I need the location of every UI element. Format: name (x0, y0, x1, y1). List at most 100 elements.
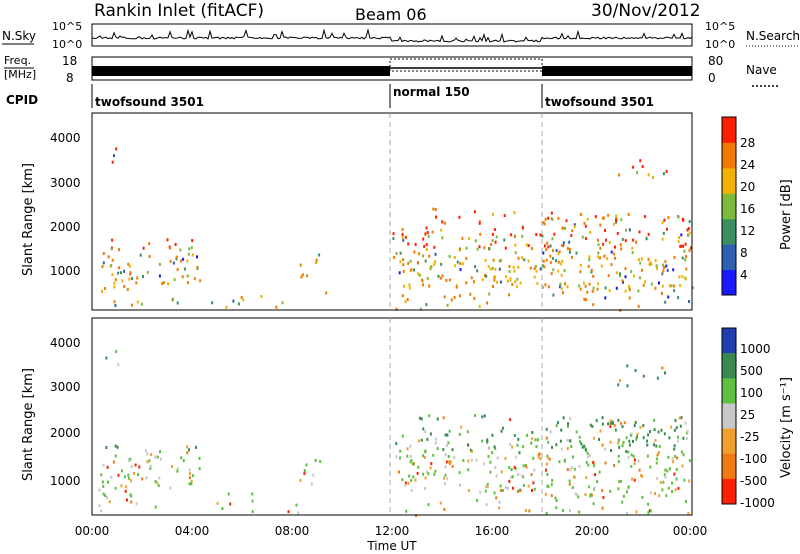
power-cbar-tick-4: 4 (740, 268, 748, 282)
rti-cell (655, 264, 658, 268)
rti-cell (127, 262, 130, 266)
rti-cell (418, 252, 421, 256)
rti-cell (663, 432, 666, 436)
rti-cell (494, 240, 497, 244)
rti-cell (632, 165, 635, 169)
rti-cell (613, 423, 616, 427)
rti-cell (642, 424, 645, 428)
rti-cell (621, 237, 624, 241)
rti-cell (408, 283, 411, 287)
rti-cell (393, 256, 396, 259)
rti-cell (573, 225, 576, 229)
rti-cell (632, 238, 635, 242)
rti-cell (435, 215, 437, 219)
rti-cell (415, 514, 418, 518)
rti-cell (312, 473, 315, 477)
rti-cell (493, 491, 496, 495)
rti-cell (684, 258, 687, 262)
rti-cell (459, 268, 462, 271)
rti-cell (471, 449, 473, 453)
rti-cell (581, 235, 584, 239)
rti-cell (102, 252, 105, 255)
rti-cell (684, 421, 687, 425)
rti-cell (513, 235, 516, 239)
rti-cell (432, 207, 435, 211)
rti-cell (630, 432, 633, 436)
rti-cell (545, 511, 548, 515)
rti-cell (545, 248, 548, 252)
rti-cell (604, 447, 607, 451)
rti-cell (461, 262, 464, 266)
rti-cell (513, 433, 516, 437)
rti-cell (520, 474, 523, 478)
rti-cell (560, 447, 563, 451)
rti-cell (638, 468, 641, 472)
rti-cell (126, 498, 128, 502)
rti-cell (615, 217, 618, 221)
rti-cell (559, 282, 562, 286)
power-colorbar: 4 8 12 16 20 24 28 Power [dB] (721, 116, 794, 296)
rti-cell (567, 422, 569, 426)
rti-cell (598, 437, 600, 441)
xlabel: Time UT (366, 539, 417, 553)
rti-cell (432, 453, 435, 457)
rti-cell (467, 459, 470, 463)
noise-tick-lo-left: 10^0 (52, 38, 82, 51)
rti-cell (251, 510, 254, 514)
rti-cell (511, 282, 514, 286)
rti-cell (612, 421, 614, 425)
velocity-ylabel: Slant Range [km] (21, 368, 36, 481)
rti-cell (395, 307, 398, 311)
rti-cell (444, 453, 447, 457)
rti-cell (315, 258, 318, 262)
rti-cell (422, 427, 425, 431)
rti-cell (688, 249, 691, 253)
rti-cell (547, 285, 550, 289)
rti-cell (498, 500, 501, 504)
rti-cell (113, 154, 115, 158)
rti-cell (527, 484, 530, 488)
rti-cell (641, 495, 644, 499)
rti-cell (617, 441, 620, 445)
rti-cell (652, 176, 654, 179)
rti-cell (514, 280, 517, 284)
rti-cell (486, 438, 489, 442)
rti-cell (188, 482, 191, 486)
rti-cell (668, 467, 671, 471)
rti-cell (681, 464, 684, 468)
rti-cell (590, 493, 593, 497)
rti-cell (484, 274, 486, 277)
rti-cell (628, 288, 631, 292)
rti-cell (281, 301, 284, 305)
rti-cell (610, 449, 613, 452)
rti-cell (229, 502, 232, 506)
rti-cell (126, 288, 129, 291)
velocity-cbar-tick-500: 500 (740, 364, 763, 378)
rti-cell (417, 272, 420, 276)
rti-cell (102, 492, 105, 496)
rti-cell (399, 456, 401, 460)
rti-cell (525, 243, 528, 247)
rti-cell (533, 487, 536, 491)
rti-cell (129, 457, 132, 461)
rti-cell (666, 227, 668, 231)
rti-cell (539, 267, 542, 271)
rti-cell (114, 278, 117, 282)
rti-cell (409, 454, 412, 458)
rti-cell (542, 221, 545, 225)
rti-cell (510, 468, 513, 472)
rti-cell (610, 263, 613, 267)
rti-cell (401, 228, 404, 231)
rti-cell (627, 485, 630, 489)
rti-cell (517, 437, 520, 441)
rti-cell (325, 291, 328, 295)
rti-cell (542, 259, 545, 263)
rti-cell (664, 371, 666, 375)
rti-cell (635, 240, 637, 244)
beam-label: Beam 06 (355, 5, 427, 24)
rti-cell (641, 268, 644, 272)
rti-cell (181, 275, 184, 279)
rti-cell (551, 249, 554, 253)
rti-cell (667, 486, 670, 490)
rti-cell (412, 462, 414, 466)
